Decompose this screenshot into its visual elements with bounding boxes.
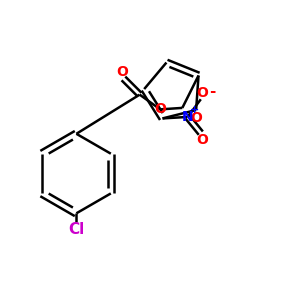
Text: N: N [182,110,194,124]
Text: O: O [196,86,208,100]
Text: O: O [116,65,128,79]
Text: +: + [189,106,199,116]
Text: Cl: Cl [68,222,85,237]
Text: -: - [209,84,215,99]
Text: O: O [196,133,208,147]
Text: O: O [190,111,202,125]
Text: O: O [154,102,166,116]
